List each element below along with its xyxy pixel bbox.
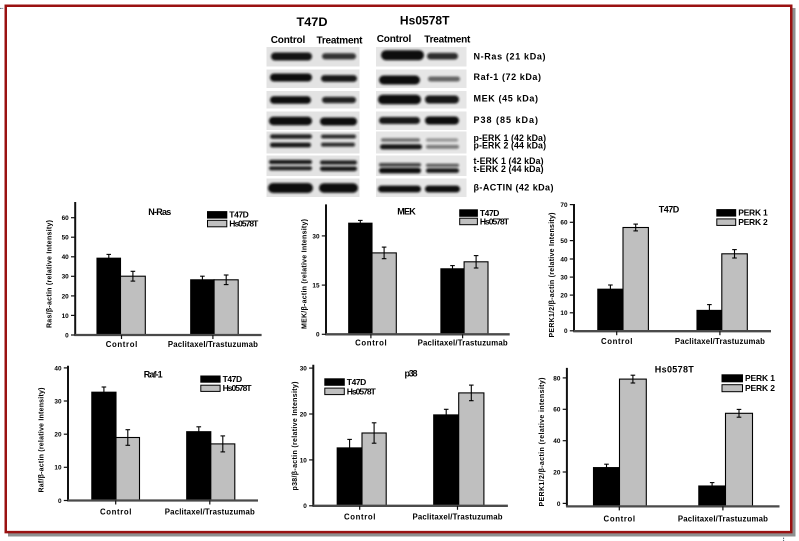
svg-text:Paclitaxel/Trastuzumab: Paclitaxel/Trastuzumab <box>678 515 768 524</box>
svg-text:Raf-1 (72 kDa): Raf-1 (72 kDa) <box>474 72 542 82</box>
svg-text:β-ACTIN (42 kDa): β-ACTIN (42 kDa) <box>474 182 554 192</box>
svg-text:40: 40 <box>560 256 568 263</box>
svg-text:50: 50 <box>560 238 568 245</box>
svg-text:20: 20 <box>54 432 62 439</box>
svg-text:p38: p38 <box>405 369 418 379</box>
svg-text:30: 30 <box>300 366 308 373</box>
svg-text:0: 0 <box>316 332 320 339</box>
svg-text:20: 20 <box>300 411 308 418</box>
svg-text:Paclitaxel/Trastuzumab: Paclitaxel/Trastuzumab <box>418 339 508 348</box>
svg-text:Hs0578T: Hs0578T <box>229 219 259 229</box>
svg-text:P38 (85 kDa): P38 (85 kDa) <box>474 115 539 125</box>
svg-text:40: 40 <box>54 365 62 372</box>
svg-text:60: 60 <box>553 407 561 414</box>
svg-text:Raf-1: Raf-1 <box>144 370 163 380</box>
svg-text:PERK 1: PERK 1 <box>745 373 775 383</box>
svg-text:10: 10 <box>62 313 70 320</box>
svg-text:t-ERK 1 (42 kDa): t-ERK 1 (42 kDa) <box>474 156 544 166</box>
svg-text:30: 30 <box>560 275 568 282</box>
svg-text:60: 60 <box>62 215 70 222</box>
svg-text:Hs0578T: Hs0578T <box>480 216 510 226</box>
svg-text:p38/β-actin (relative Intensit: p38/β-actin (relative Intensity) <box>292 382 299 491</box>
svg-text:Ras/β-actin (relative Intensit: Ras/β-actin (relative Intensity) <box>47 220 54 328</box>
svg-text:30: 30 <box>312 233 320 240</box>
svg-text:30: 30 <box>54 398 62 405</box>
svg-text:Control: Control <box>100 508 132 517</box>
svg-text:50: 50 <box>62 235 70 242</box>
svg-text:PERK 2: PERK 2 <box>738 217 768 227</box>
svg-text:15: 15 <box>312 283 320 290</box>
svg-text:PERK1/2/β-actin (relative Inte: PERK1/2/β-actin (relative Intensity) <box>549 213 556 338</box>
svg-text:20: 20 <box>553 469 561 476</box>
svg-text:MEK (45 kDa): MEK (45 kDa) <box>474 93 539 103</box>
svg-text:Paclitaxel/Trastuzumab: Paclitaxel/Trastuzumab <box>675 337 765 346</box>
svg-text:10: 10 <box>560 310 568 317</box>
svg-text:Control: Control <box>377 34 412 45</box>
svg-text:Control: Control <box>601 337 633 346</box>
svg-text:0: 0 <box>65 332 69 339</box>
svg-text:T47D: T47D <box>480 208 500 218</box>
svg-text:Treatment: Treatment <box>424 34 471 45</box>
svg-text:T47D: T47D <box>347 377 367 387</box>
svg-text:80: 80 <box>553 375 561 382</box>
svg-text:0: 0 <box>303 503 307 510</box>
svg-text:PERK1/2/β-actin (relative inte: PERK1/2/β-actin (relative intensity) <box>539 378 546 507</box>
svg-text:N-Ras: N-Ras <box>148 207 171 217</box>
svg-text:60: 60 <box>560 220 568 227</box>
svg-text:MEK: MEK <box>397 207 416 217</box>
svg-text:Control: Control <box>355 339 387 348</box>
svg-text:10: 10 <box>300 457 308 464</box>
svg-text:T47D: T47D <box>229 210 249 220</box>
svg-text:Paclitaxel/Trastuzumab: Paclitaxel/Trastuzumab <box>413 513 503 522</box>
svg-text:T47D: T47D <box>223 374 243 384</box>
svg-text:Control: Control <box>604 515 636 524</box>
svg-text:40: 40 <box>553 438 561 445</box>
svg-text:30: 30 <box>62 274 70 281</box>
svg-text:70: 70 <box>560 202 568 209</box>
svg-text:Control: Control <box>344 513 376 522</box>
svg-text:Hs0578T: Hs0578T <box>223 383 253 393</box>
svg-text:PERK 1: PERK 1 <box>738 208 768 218</box>
svg-text:10: 10 <box>54 465 62 472</box>
svg-text:Paclitaxel/Trastuzumab: Paclitaxel/Trastuzumab <box>165 508 255 517</box>
svg-text:Raf/β-actin (relative Intensit: Raf/β-actin (relative Intensity) <box>39 388 46 493</box>
svg-text:0: 0 <box>564 328 568 335</box>
svg-text:t-ERK 2 (44 kDa): t-ERK 2 (44 kDa) <box>474 164 544 174</box>
svg-text:Paclitaxel/Trastuzumab: Paclitaxel/Trastuzumab <box>168 340 258 349</box>
svg-text:Hs0578T: Hs0578T <box>347 386 377 396</box>
svg-text:PERK 2: PERK 2 <box>745 383 775 393</box>
svg-text:N-Ras (21 kDa): N-Ras (21 kDa) <box>474 51 546 61</box>
svg-text:p-ERK 1 (42 kDa): p-ERK 1 (42 kDa) <box>474 133 547 143</box>
svg-text:Control: Control <box>271 35 306 46</box>
svg-text:Treatment: Treatment <box>317 35 364 46</box>
svg-text:20: 20 <box>560 293 568 300</box>
svg-text:0: 0 <box>557 501 561 508</box>
svg-text:20: 20 <box>62 293 70 300</box>
svg-text:Control: Control <box>106 340 138 349</box>
svg-text:0: 0 <box>58 498 62 505</box>
svg-text:Hs0578T: Hs0578T <box>400 14 450 28</box>
svg-text:T47D: T47D <box>659 205 680 215</box>
svg-text:Hs0578T: Hs0578T <box>655 365 695 375</box>
svg-text:MEK/β-actin (relative Intensit: MEK/β-actin (relative Intensity) <box>302 219 309 329</box>
svg-text:40: 40 <box>62 254 70 261</box>
svg-text:p-ERK 2 (44 kDa): p-ERK 2 (44 kDa) <box>474 141 547 151</box>
svg-text:T47D: T47D <box>297 15 328 29</box>
